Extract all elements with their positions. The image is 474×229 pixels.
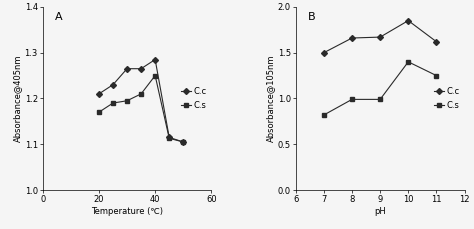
- Line: C.c: C.c: [97, 57, 185, 144]
- C.c: [166, 136, 172, 139]
- Line: C.c: C.c: [322, 19, 438, 55]
- Legend: C.c, C.s: C.c, C.s: [180, 87, 207, 110]
- C.s: [405, 60, 411, 63]
- C.s: [349, 98, 355, 101]
- X-axis label: Temperature (℃): Temperature (℃): [91, 207, 163, 216]
- C.c: [124, 67, 130, 70]
- C.c: [434, 40, 439, 43]
- Text: A: A: [55, 12, 62, 22]
- C.c: [349, 37, 355, 39]
- C.c: [377, 36, 383, 38]
- C.s: [181, 141, 186, 143]
- Y-axis label: Absorbance@405nm: Absorbance@405nm: [13, 55, 22, 142]
- C.c: [152, 58, 158, 61]
- X-axis label: pH: pH: [374, 207, 386, 216]
- C.s: [152, 74, 158, 77]
- Legend: C.c, C.s: C.c, C.s: [433, 87, 460, 110]
- Line: C.s: C.s: [322, 60, 438, 117]
- C.s: [110, 102, 116, 104]
- C.s: [166, 137, 172, 140]
- C.s: [434, 74, 439, 77]
- Line: C.s: C.s: [97, 74, 185, 144]
- C.s: [138, 93, 144, 95]
- C.c: [181, 141, 186, 143]
- Text: B: B: [308, 12, 315, 22]
- C.s: [96, 111, 102, 114]
- Y-axis label: Absorbance@105nm: Absorbance@105nm: [266, 55, 275, 142]
- C.c: [405, 19, 411, 22]
- C.c: [138, 67, 144, 70]
- C.s: [124, 99, 130, 102]
- C.s: [321, 114, 327, 116]
- C.c: [96, 93, 102, 95]
- C.s: [377, 98, 383, 101]
- C.c: [110, 83, 116, 86]
- C.c: [321, 51, 327, 54]
